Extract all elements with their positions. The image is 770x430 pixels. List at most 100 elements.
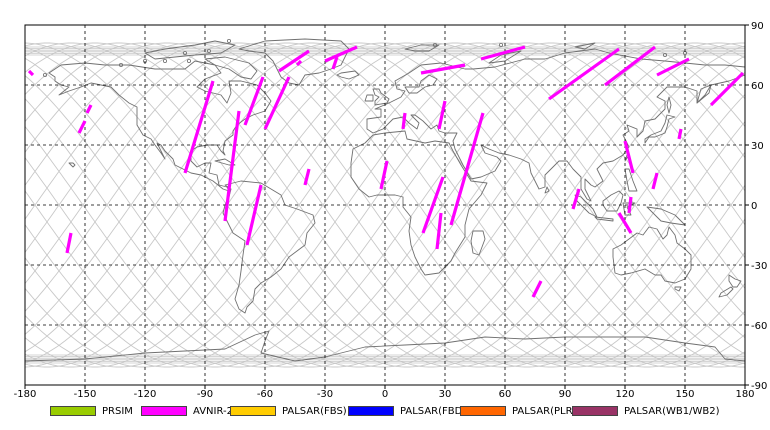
- avnir2-swath: [401, 112, 407, 130]
- coastline-great-britain: [372, 88, 390, 106]
- coastline-scandinavia-sea: [404, 74, 438, 94]
- legend-item-palsar-plr: PALSAR(PLR): [460, 404, 576, 418]
- coastline-arctic-islands: [144, 40, 236, 60]
- coastline-new-guinea: [646, 206, 686, 226]
- island: [498, 43, 503, 48]
- lon-tick-label: -120: [134, 389, 157, 400]
- coastline-iceland: [336, 70, 360, 80]
- avnir2-swath: [420, 63, 466, 75]
- legend-label: PALSAR(FBS): [282, 405, 347, 417]
- lon-tick-label: 0: [382, 389, 388, 400]
- island: [186, 59, 191, 64]
- legend-swatch: [572, 406, 618, 416]
- lon-tick-label: -30: [317, 389, 333, 400]
- legend-label: PALSAR(WB1/WB2): [624, 405, 720, 417]
- lat-tick-label: -90: [751, 381, 767, 392]
- avnir2-swath: [656, 57, 690, 77]
- avnir2-swath: [709, 71, 745, 107]
- island: [43, 73, 48, 78]
- lon-tick-label: 150: [675, 389, 694, 400]
- avnir2-swath: [324, 45, 358, 63]
- coastline-north-america: [48, 60, 272, 192]
- island: [182, 51, 187, 56]
- legend-swatch: [348, 406, 394, 416]
- lat-tick-label: -30: [751, 261, 767, 272]
- lat-tick-label: -60: [751, 321, 767, 332]
- coastlines: [24, 38, 746, 386]
- avnir2-swath: [303, 168, 311, 186]
- longitude-tick-labels: -180 -150 -120 -90 -60 -30 0 30 60 90 120 150 180: [14, 385, 755, 400]
- coastline-eurasia: [366, 48, 746, 202]
- avnir2-swath: [531, 280, 543, 298]
- lon-tick-label: 180: [735, 389, 754, 400]
- island: [226, 39, 231, 44]
- avnir2-swath: [617, 212, 633, 234]
- coastline-ireland: [364, 94, 374, 102]
- avnir2-swath: [379, 160, 389, 190]
- coastline-new-zealand-south: [718, 286, 734, 298]
- lon-tick-label: 90: [559, 389, 572, 400]
- avnir2-swath: [243, 76, 265, 126]
- lat-tick-label: 90: [751, 21, 764, 32]
- island: [162, 59, 167, 64]
- avnir2-swath: [27, 69, 35, 77]
- legend-item-avnir2: AVNIR-2: [141, 404, 233, 418]
- island: [206, 49, 211, 54]
- legend-item-prsim: PRSIM: [50, 404, 133, 418]
- legend-swatch: [141, 406, 187, 416]
- avnir2-swath: [245, 184, 263, 246]
- coastline-borneo: [602, 190, 624, 212]
- avnir2-swath: [278, 49, 310, 73]
- lon-tick-label: 60: [499, 389, 512, 400]
- coastline-south-america: [222, 180, 316, 314]
- legend-label: PRSIM: [102, 405, 133, 417]
- avnir2-swath: [623, 140, 635, 174]
- legend-label: PALSAR(FBD): [400, 405, 467, 417]
- avnir2-swath: [627, 196, 633, 214]
- avnir2-swath: [677, 128, 683, 140]
- acquisition-swaths: [27, 45, 745, 298]
- coastline-novaya-zemlya: [488, 50, 522, 64]
- legend-item-palsar-wb: PALSAR(WB1/WB2): [572, 404, 720, 418]
- lon-tick-label: 30: [439, 389, 452, 400]
- legend-item-palsar-fbs: PALSAR(FBS): [230, 404, 347, 418]
- lon-tick-label: 120: [615, 389, 634, 400]
- avnir2-swath: [331, 56, 339, 70]
- lat-tick-label: 60: [751, 81, 764, 92]
- lon-tick-label: -180: [14, 389, 37, 400]
- avnir2-swath: [571, 188, 581, 210]
- coastline-australia: [612, 226, 692, 284]
- legend-swatch: [460, 406, 506, 416]
- island: [432, 43, 437, 48]
- lat-tick-label: 0: [751, 201, 757, 212]
- coastline-severnaya: [574, 42, 596, 50]
- lon-tick-label: -60: [257, 389, 273, 400]
- legend-swatch: [230, 406, 276, 416]
- lon-tick-label: -90: [197, 389, 213, 400]
- avnir2-swath: [548, 47, 620, 101]
- legend-label: PALSAR(PLR): [512, 405, 577, 417]
- grid-lines: [25, 25, 745, 385]
- avnir2-swath: [651, 172, 659, 190]
- lon-tick-label: -150: [74, 389, 97, 400]
- island: [119, 63, 124, 68]
- coastline-hawaii: [68, 162, 76, 168]
- avnir2-swath: [85, 104, 93, 114]
- coastline-baffin: [204, 56, 258, 80]
- avnir2-swath: [223, 110, 241, 222]
- avnir2-swath: [437, 100, 447, 130]
- avnir2-swath: [480, 45, 526, 61]
- latitude-tick-labels: 90 60 30 0 -30 -60 -90: [745, 21, 767, 392]
- coastline-java: [594, 216, 614, 222]
- avnir2-swath: [263, 76, 291, 130]
- coastline-madagascar: [470, 230, 486, 256]
- avnir2-swath: [183, 80, 215, 174]
- coastline-cuba: [214, 158, 236, 166]
- legend-item-palsar-fbd: PALSAR(FBD): [348, 404, 466, 418]
- avnir2-swath: [65, 232, 73, 254]
- coastline-japan: [644, 114, 676, 144]
- legend: PRSIM AVNIR-2 PALSAR(FBS) PALSAR(FBD) PA…: [0, 399, 770, 421]
- coastline-new-zealand: [728, 274, 742, 288]
- avnir2-swath: [435, 212, 443, 250]
